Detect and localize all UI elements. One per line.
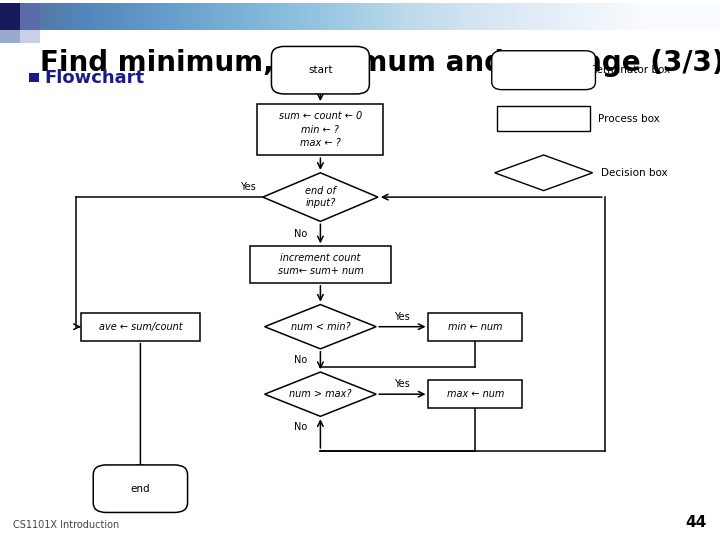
Bar — [251, 246, 391, 283]
Bar — [20, 3, 40, 30]
FancyBboxPatch shape — [492, 51, 595, 90]
Text: ave ← sum/count: ave ← sum/count — [99, 322, 182, 332]
Text: increment count
sum← sum+ num: increment count sum← sum+ num — [277, 253, 364, 276]
Bar — [428, 380, 522, 408]
FancyBboxPatch shape — [94, 465, 188, 512]
Text: Yes: Yes — [395, 312, 410, 322]
FancyBboxPatch shape — [271, 46, 369, 94]
Bar — [81, 313, 200, 341]
Text: num < min?: num < min? — [291, 322, 350, 332]
Bar — [497, 106, 590, 131]
Text: end of
input?: end of input? — [305, 186, 336, 208]
Text: Find minimum, maximum and average (3/3): Find minimum, maximum and average (3/3) — [40, 49, 720, 77]
Bar — [20, 30, 40, 43]
Text: max ← num: max ← num — [446, 389, 504, 399]
Bar — [29, 73, 39, 82]
Text: No: No — [294, 422, 307, 432]
Polygon shape — [265, 305, 376, 349]
Text: Flowchart: Flowchart — [45, 69, 145, 87]
Bar — [428, 313, 522, 341]
Text: Yes: Yes — [240, 183, 256, 192]
Bar — [0, 3, 20, 30]
Text: min ← num: min ← num — [448, 322, 503, 332]
Text: 44: 44 — [685, 515, 707, 530]
Polygon shape — [495, 155, 593, 191]
Text: Terminator box: Terminator box — [593, 65, 671, 75]
Text: Process box: Process box — [598, 114, 660, 124]
Text: CS1101X Introduction: CS1101X Introduction — [13, 520, 120, 530]
Text: end: end — [130, 484, 150, 494]
Polygon shape — [265, 372, 376, 416]
Text: Yes: Yes — [395, 380, 410, 389]
Polygon shape — [263, 173, 378, 221]
Bar — [258, 104, 383, 156]
Text: No: No — [294, 355, 307, 366]
Text: num > max?: num > max? — [289, 389, 351, 399]
Bar — [0, 30, 20, 43]
Text: Decision box: Decision box — [601, 168, 668, 178]
Text: sum ← count ← 0
min ← ?
max ← ?: sum ← count ← 0 min ← ? max ← ? — [279, 111, 362, 148]
Text: No: No — [294, 229, 307, 239]
Text: start: start — [308, 65, 333, 75]
